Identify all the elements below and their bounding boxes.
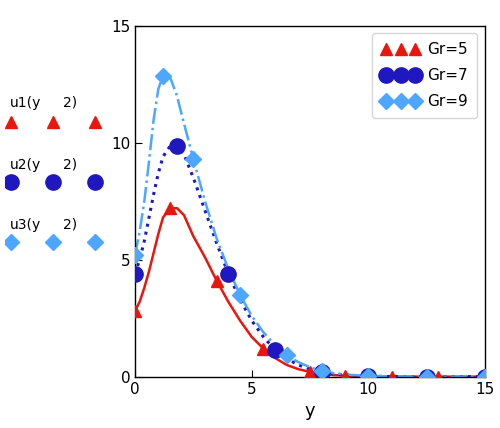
Gr=7 bbox=[424, 374, 430, 379]
Gr=9 bbox=[424, 374, 430, 379]
Gr=5 bbox=[342, 373, 348, 378]
Gr=5 bbox=[132, 309, 138, 314]
Text: u3(y: u3(y bbox=[10, 218, 41, 232]
Gr=7 bbox=[482, 374, 488, 379]
Gr=9 bbox=[132, 253, 138, 258]
Line: Gr=7: Gr=7 bbox=[128, 139, 492, 384]
Gr=7 bbox=[132, 271, 138, 276]
Gr=9 bbox=[318, 368, 324, 373]
Gr=5 bbox=[436, 374, 442, 379]
Gr=7 bbox=[366, 374, 372, 379]
Text: u2(y: u2(y bbox=[10, 158, 41, 172]
Gr=7 bbox=[174, 144, 180, 149]
X-axis label: y: y bbox=[304, 402, 316, 420]
Gr=5 bbox=[214, 278, 220, 283]
Text: 2): 2) bbox=[62, 96, 76, 110]
Gr=5 bbox=[260, 346, 266, 351]
Gr=9 bbox=[366, 373, 372, 378]
Gr=7 bbox=[318, 369, 324, 374]
Gr=5 bbox=[307, 369, 313, 374]
Gr=9 bbox=[237, 292, 243, 297]
Gr=5 bbox=[388, 374, 394, 379]
Gr=7 bbox=[226, 271, 232, 276]
Gr=9 bbox=[284, 353, 290, 358]
Gr=7 bbox=[272, 347, 278, 352]
Gr=9 bbox=[190, 157, 196, 162]
Text: u1(y: u1(y bbox=[10, 96, 42, 110]
Text: 2): 2) bbox=[62, 218, 76, 232]
Legend: Gr=5, Gr=7, Gr=9: Gr=5, Gr=7, Gr=9 bbox=[372, 33, 478, 118]
Gr=5 bbox=[482, 374, 488, 379]
Gr=5 bbox=[167, 205, 173, 211]
Text: 2): 2) bbox=[62, 158, 76, 172]
Gr=9 bbox=[160, 74, 166, 79]
Line: Gr=5: Gr=5 bbox=[129, 202, 491, 383]
Gr=9 bbox=[482, 374, 488, 379]
Line: Gr=9: Gr=9 bbox=[130, 71, 490, 382]
